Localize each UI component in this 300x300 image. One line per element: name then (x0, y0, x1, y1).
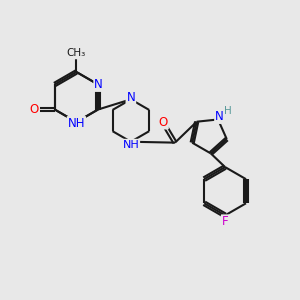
Text: CH₃: CH₃ (67, 48, 86, 59)
Text: N: N (127, 92, 135, 104)
Text: NH: NH (122, 140, 139, 150)
Text: O: O (29, 103, 38, 116)
Text: F: F (222, 215, 228, 228)
Text: N: N (94, 78, 103, 91)
Text: N: N (215, 110, 224, 123)
Text: H: H (224, 106, 231, 116)
Text: O: O (159, 116, 168, 128)
Text: NH: NH (68, 117, 85, 130)
